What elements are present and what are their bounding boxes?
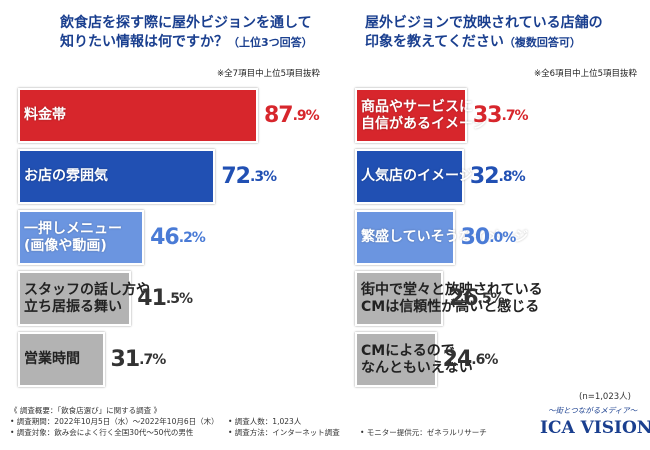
logo: ICA VISION (540, 418, 650, 438)
bar (18, 88, 258, 143)
title: 飲食店を探す際に屋外ビジョンを通して 知りたい情報は何ですか？ (60, 15, 312, 50)
value-label: 30.0% (460, 225, 517, 250)
bar-label: お店の雰囲気 (24, 168, 108, 184)
survey-item: • 調査方法：インターネット調査 (228, 428, 340, 437)
value-label: 33.7% (472, 103, 529, 128)
bar (355, 88, 467, 143)
survey-heading: 《 調査概要：「飲食店選び」に関する調査 》 (10, 406, 162, 415)
bar (355, 210, 455, 265)
bar-label: 繁盛していそうなイメージ (361, 229, 529, 245)
survey-item: • 調査人数：1,023人 (228, 417, 302, 426)
chart-title: 飲食店を探す際に屋外ビジョンを通して 知りたい情報は何ですか？（上位3つ回答） (60, 14, 350, 52)
bar (355, 332, 437, 387)
value-label: 26.5% (448, 286, 505, 311)
logo-tagline: 〜街とつながるメディア〜 (548, 406, 638, 415)
note: ※全6項目中上位5項目抜粋 (534, 69, 637, 79)
bar-label: 人気店のイメージ (361, 168, 473, 184)
value-label: 24.6% (442, 347, 499, 372)
bar (355, 149, 464, 204)
bar-label: CMによるので なんともいえない (361, 342, 473, 376)
bar (18, 271, 132, 326)
value-label: 72.3% (221, 164, 277, 189)
survey-item: • 調査期間：2022年10月5日（水）～2022年10月6日（木） (10, 417, 219, 426)
bar-label: スタッフの話し方や 立ち居振る舞い (24, 281, 150, 315)
bar (18, 332, 105, 387)
sample-size: (n=1,023人) (579, 392, 631, 402)
value-label: 32.8% (469, 164, 526, 189)
bar-label: 料金帯 (24, 107, 66, 123)
title: 屋外ビジョンで放映されている店舗の 印象を教えてください (365, 15, 603, 50)
value-label: 41.5% (137, 286, 193, 311)
bar-label: 商品やサービスに 自信があるイメージ (361, 98, 487, 132)
bar-label: 一押しメニュー (画像や動画) (24, 220, 122, 254)
survey-item: • モニター提供元：ゼネラルリサーチ (360, 428, 487, 437)
subtitle: （上位3つ回答） (228, 36, 313, 49)
note: ※全7項目中上位5項目抜粋 (217, 69, 320, 79)
value-label: 87.9% (263, 103, 320, 128)
subtitle: （複数回答可） (503, 36, 581, 49)
chart-title: 屋外ビジョンで放映されている店舗の 印象を教えてください（複数回答可） (365, 14, 650, 52)
survey-item: • 調査対象：飲み会によく行く全国30代～50代の男性 (10, 428, 194, 437)
value-label: 46.2% (150, 225, 206, 250)
bar (18, 210, 145, 265)
bar (18, 149, 216, 204)
bar (355, 271, 443, 326)
bar-label: 営業時間 (24, 351, 80, 367)
bar-label: 街中で堂々と放映されている CMは信頼性が高いと感じる (361, 281, 543, 315)
value-label: 31.7% (110, 347, 167, 372)
